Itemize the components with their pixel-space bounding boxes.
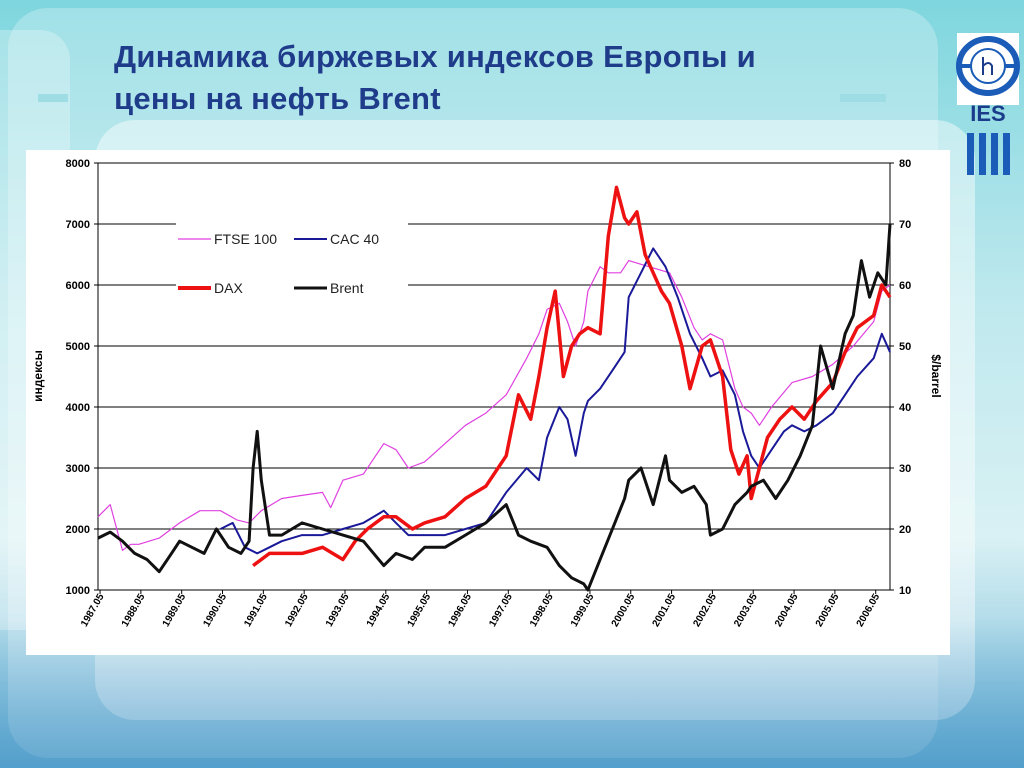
x-tick-label: 1992.05: [283, 592, 311, 629]
x-tick-label: 1987.05: [79, 592, 107, 629]
series-line-dax: [252, 185, 892, 568]
slide-title-line1: Динамика биржевых индексов Европы и: [114, 39, 757, 74]
series-line-brent: [97, 223, 892, 592]
y-tick-label-left: 1000: [66, 585, 90, 597]
chart-container: 1000 2000 3000 4000 5000 6000 7000 8000 10 20 30 4…: [26, 150, 950, 655]
y-ticks-right: 10 20 30 40 50 60 70 80: [890, 158, 911, 597]
y-tick-label-left: 4000: [66, 402, 90, 414]
series-line-cac: [220, 247, 891, 555]
x-tick-label: 1988.05: [120, 592, 148, 629]
background-bar-right: [840, 94, 886, 102]
x-tick-label: 2003.05: [732, 592, 760, 629]
y-tick-label-left: 3000: [66, 463, 90, 475]
x-tick-label: 1991.05: [242, 592, 270, 629]
x-tick-label: 1996.05: [446, 592, 474, 629]
background-bar-left: [38, 94, 68, 102]
y-tick-label-right: 10: [899, 585, 911, 597]
x-tick-label: 2004.05: [773, 592, 801, 629]
x-tick-label: 1989.05: [161, 592, 189, 629]
x-tick-label: 1999.05: [569, 592, 597, 629]
y-tick-label-left: 2000: [66, 524, 90, 536]
logo-column-icon: [1003, 133, 1010, 175]
data-series: [97, 185, 892, 592]
x-tick-label: 1997.05: [487, 592, 515, 629]
y-tick-label-right: 20: [899, 524, 911, 536]
x-tick-label: 2001.05: [651, 592, 679, 629]
y-tick-label-right: 40: [899, 402, 911, 414]
logo-text: IES: [970, 101, 1005, 126]
ies-logo: IES: [956, 33, 1020, 175]
logo-column-icon: [967, 133, 974, 175]
logo-column-icon: [991, 133, 998, 175]
legend-label-brent: Brent: [330, 280, 364, 296]
logo-inner-circle-icon: [970, 48, 1006, 84]
legend-label-ftse: FTSE 100: [214, 231, 277, 247]
x-tick-label: 1995.05: [406, 592, 434, 629]
y-tick-label-right: 50: [899, 341, 911, 353]
y-tick-label-right: 80: [899, 158, 911, 170]
chart-legend: FTSE 100 CAC 40 DAX Brent: [176, 218, 408, 298]
y-tick-label-left: 6000: [66, 280, 90, 292]
y-tick-label-right: 30: [899, 463, 911, 475]
series-line-ftse: [97, 259, 891, 551]
y-tick-label-left: 5000: [66, 341, 90, 353]
y-axis-label-left: индексы: [31, 350, 45, 402]
x-tick-label: 1994.05: [365, 592, 393, 629]
x-tick-label: 2006.05: [855, 592, 883, 629]
y-tick-label-right: 60: [899, 280, 911, 292]
x-tick-label: 1998.05: [528, 592, 556, 629]
x-tick-label: 2000.05: [610, 592, 638, 629]
legend-background: [176, 218, 408, 298]
slide-title: Динамика биржевых индексов Европы и цены…: [114, 36, 934, 120]
x-tick-label: 1990.05: [202, 592, 230, 629]
legend-label-dax: DAX: [214, 280, 243, 296]
logo-letter-icon: [982, 57, 993, 75]
y-ticks-left: 1000 2000 3000 4000 5000 6000 7000 8000: [66, 158, 98, 597]
y-tick-label-right: 70: [899, 219, 911, 231]
y-axis-label-right: $/barrel: [929, 354, 943, 397]
x-tick-label: 2005.05: [814, 592, 842, 629]
line-chart: 1000 2000 3000 4000 5000 6000 7000 8000 10 20 30 4…: [31, 158, 943, 629]
slide-title-line2: цены на нефть Brent: [114, 81, 441, 116]
x-tick-label: 2002.05: [691, 592, 719, 629]
x-ticks: 1987.05 1988.05 1989.05 1990.05 1991.05 1992.…: [79, 590, 883, 629]
y-tick-label-left: 7000: [66, 219, 90, 231]
y-tick-label-left: 8000: [66, 158, 90, 170]
x-tick-label: 1993.05: [324, 592, 352, 629]
legend-label-cac: CAC 40: [330, 231, 379, 247]
logo-column-icon: [979, 133, 986, 175]
